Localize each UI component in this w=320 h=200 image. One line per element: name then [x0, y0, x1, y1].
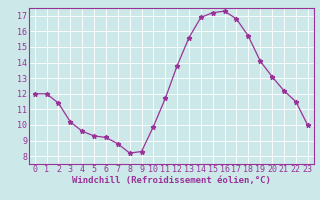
X-axis label: Windchill (Refroidissement éolien,°C): Windchill (Refroidissement éolien,°C): [72, 176, 271, 185]
